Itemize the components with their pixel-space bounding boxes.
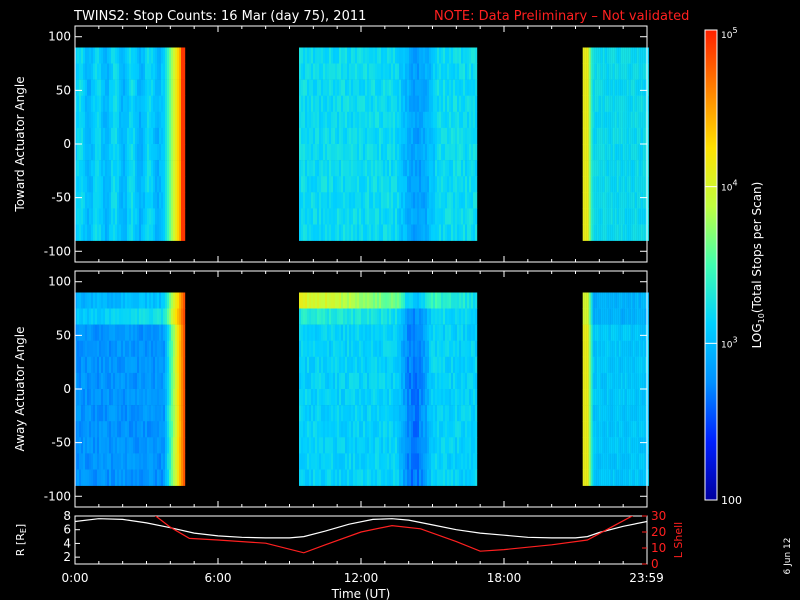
y-tick-label: 100 — [48, 30, 71, 44]
l-shell-tick-label: 20 — [651, 525, 666, 539]
x-axis-label: Time (UT) — [331, 587, 391, 600]
l-shell-tick-label: 0 — [651, 557, 659, 571]
heatmap-segment — [582, 292, 649, 486]
y-tick-label: -50 — [51, 436, 71, 450]
toward-y-axis-label: Toward Actuator Angle — [13, 76, 27, 212]
l-shell-tick-label: 30 — [651, 509, 666, 523]
r-tick-label: 6 — [63, 523, 71, 537]
y-tick-label: 50 — [56, 83, 71, 97]
x-tick-label: 0:00 — [62, 571, 89, 585]
y-tick-label: -50 — [51, 191, 71, 205]
l-shell-axis-label: L Shell — [672, 522, 685, 558]
x-tick-label: 6:00 — [205, 571, 232, 585]
heatmap-segment — [299, 292, 478, 486]
toward-heatmap — [75, 47, 649, 241]
x-tick-label: 23:59 — [629, 571, 664, 585]
away-y-axis-label: Away Actuator Angle — [13, 326, 27, 451]
y-tick-label: 0 — [63, 382, 71, 396]
heatmap-segment — [582, 47, 649, 241]
away-y-ticks: 100 50 0 -50 -100 — [44, 271, 648, 507]
heatmap-segment — [75, 47, 186, 241]
y-tick-label: 50 — [56, 328, 71, 342]
orbit-panel-frame — [74, 515, 648, 565]
colorbar-ticks: 100 103 104 105 — [705, 26, 742, 507]
colorbar-tick-label: 104 — [721, 179, 738, 194]
y-tick-label: -100 — [44, 489, 71, 503]
y-tick-label: -100 — [44, 244, 71, 258]
y-tick-label: 100 — [48, 275, 71, 289]
colorbar: 100 103 104 105 LOG10(Total Stops per Scan) — [704, 26, 766, 507]
r-line — [75, 518, 647, 539]
chart-note: NOTE: Data Preliminary – Not validated — [434, 9, 689, 24]
toward-angle-panel: 100 50 0 -50 -100 Toward Actuator Angle — [13, 25, 649, 263]
r-tick-label: 8 — [63, 509, 71, 523]
y-tick-label: 0 — [63, 137, 71, 151]
l-shell-tick-label: 10 — [651, 541, 666, 555]
colorbar-label: LOG10(Total Stops per Scan) — [750, 182, 766, 349]
toward-y-ticks: 100 50 0 -50 -100 — [44, 26, 648, 262]
away-heatmap — [75, 292, 649, 486]
away-angle-panel: 100 50 0 -50 -100 Away Actuator Angle — [13, 270, 649, 508]
colorbar-gradient — [705, 30, 717, 500]
l-shell-line — [154, 516, 634, 554]
r-tick-label: 4 — [63, 536, 71, 550]
r-axis-label: R [RE] — [14, 524, 28, 556]
date-stamp: 6 Jun 12 — [783, 538, 793, 575]
heatmap-segment — [75, 292, 186, 486]
x-tick-label: 12:00 — [344, 571, 379, 585]
colorbar-tick-label: 103 — [721, 335, 738, 350]
heatmap-segment — [299, 47, 478, 241]
colorbar-tick-label: 105 — [721, 26, 738, 41]
r-tick-label: 2 — [63, 550, 71, 564]
colorbar-tick-label: 100 — [721, 494, 742, 507]
orbit-lines — [75, 516, 647, 554]
chart-title: TWINS2: Stop Counts: 16 Mar (day 75), 20… — [73, 9, 366, 24]
x-tick-label: 18:00 — [487, 571, 522, 585]
